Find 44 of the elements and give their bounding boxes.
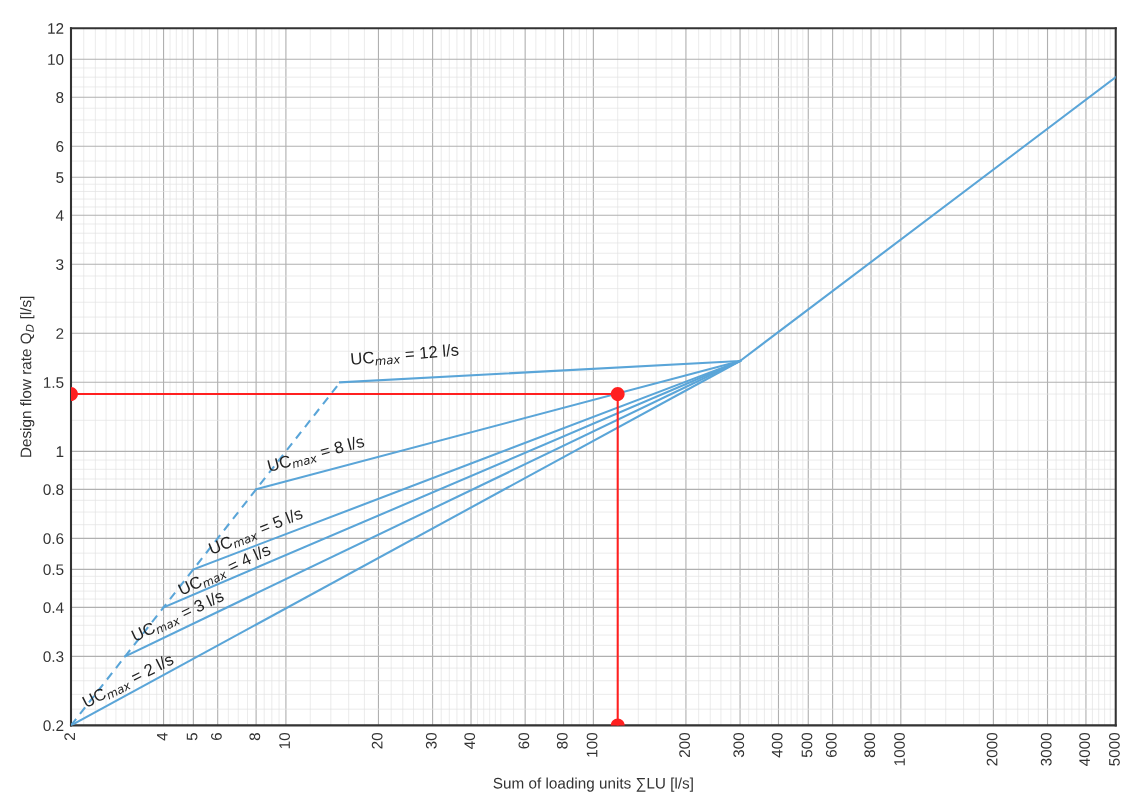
x-tick-label: 2000 [986, 732, 998, 766]
y-tick-label: 0.2 [43, 720, 64, 732]
y-axis-title: Design flow rate Q$_{D}$ [l/s] [20, 296, 35, 457]
x-tick-label: 4 [157, 732, 168, 741]
x-tick-label: 30 [425, 732, 437, 749]
x-tick-label: 200 [679, 732, 691, 758]
x-tick-label: 400 [771, 732, 783, 758]
y-tick-label: 0.3 [43, 651, 64, 663]
y-tick-label: 4 [55, 210, 64, 221]
y-tick-label: 6 [56, 141, 64, 152]
x-tick-label: 20 [371, 732, 383, 749]
x-tick-label: 4000 [1079, 732, 1091, 766]
x-tick-label: 10 [279, 732, 291, 749]
y-tick-label: 0.8 [43, 484, 64, 496]
annotation: UC$_{max}$ = 12 l/s [351, 343, 460, 368]
x-tick-label: 80 [556, 732, 568, 749]
y-tick-label: 12 [48, 23, 64, 34]
x-tick-label: 2 [64, 733, 75, 741]
y-tick-label: 0.4 [43, 602, 64, 614]
x-tick-label: 40 [464, 732, 476, 749]
y-tick-label: 3 [56, 259, 64, 270]
y-tick-label: 5 [56, 172, 64, 183]
x-tick-label: 6 [210, 733, 222, 741]
x-tick-label: 60 [518, 732, 530, 749]
annotation: UC$_{max}$ = 2 l/s [81, 652, 176, 711]
y-tick-label: 2 [56, 328, 64, 339]
x-tick-label: 500 [801, 732, 813, 758]
y-tick-label: 10 [48, 54, 64, 65]
y-tick-label: 0.5 [43, 564, 64, 576]
y-tick-label: 0.6 [43, 533, 64, 545]
x-axis-title: Sum of loading units ∑LU [l/s] [493, 777, 693, 792]
x-tick-label: 3000 [1040, 732, 1052, 766]
x-tick-label: 5 [186, 732, 198, 741]
x-tick-label: 8 [249, 733, 261, 741]
x-tick-label: 100 [586, 732, 598, 757]
x-tick-label: 300 [733, 732, 745, 758]
x-tick-label: 1000 [894, 732, 905, 766]
y-tick-label: 1 [56, 446, 64, 457]
y-tick-label: 1.5 [43, 377, 64, 388]
x-tick-label: 600 [825, 732, 837, 758]
annotation: UC$_{max}$ = 8 l/s [267, 434, 366, 475]
x-tick-label: 5000 [1109, 732, 1120, 766]
y-tick-label: 8 [56, 92, 64, 103]
x-tick-label: 800 [864, 732, 876, 758]
